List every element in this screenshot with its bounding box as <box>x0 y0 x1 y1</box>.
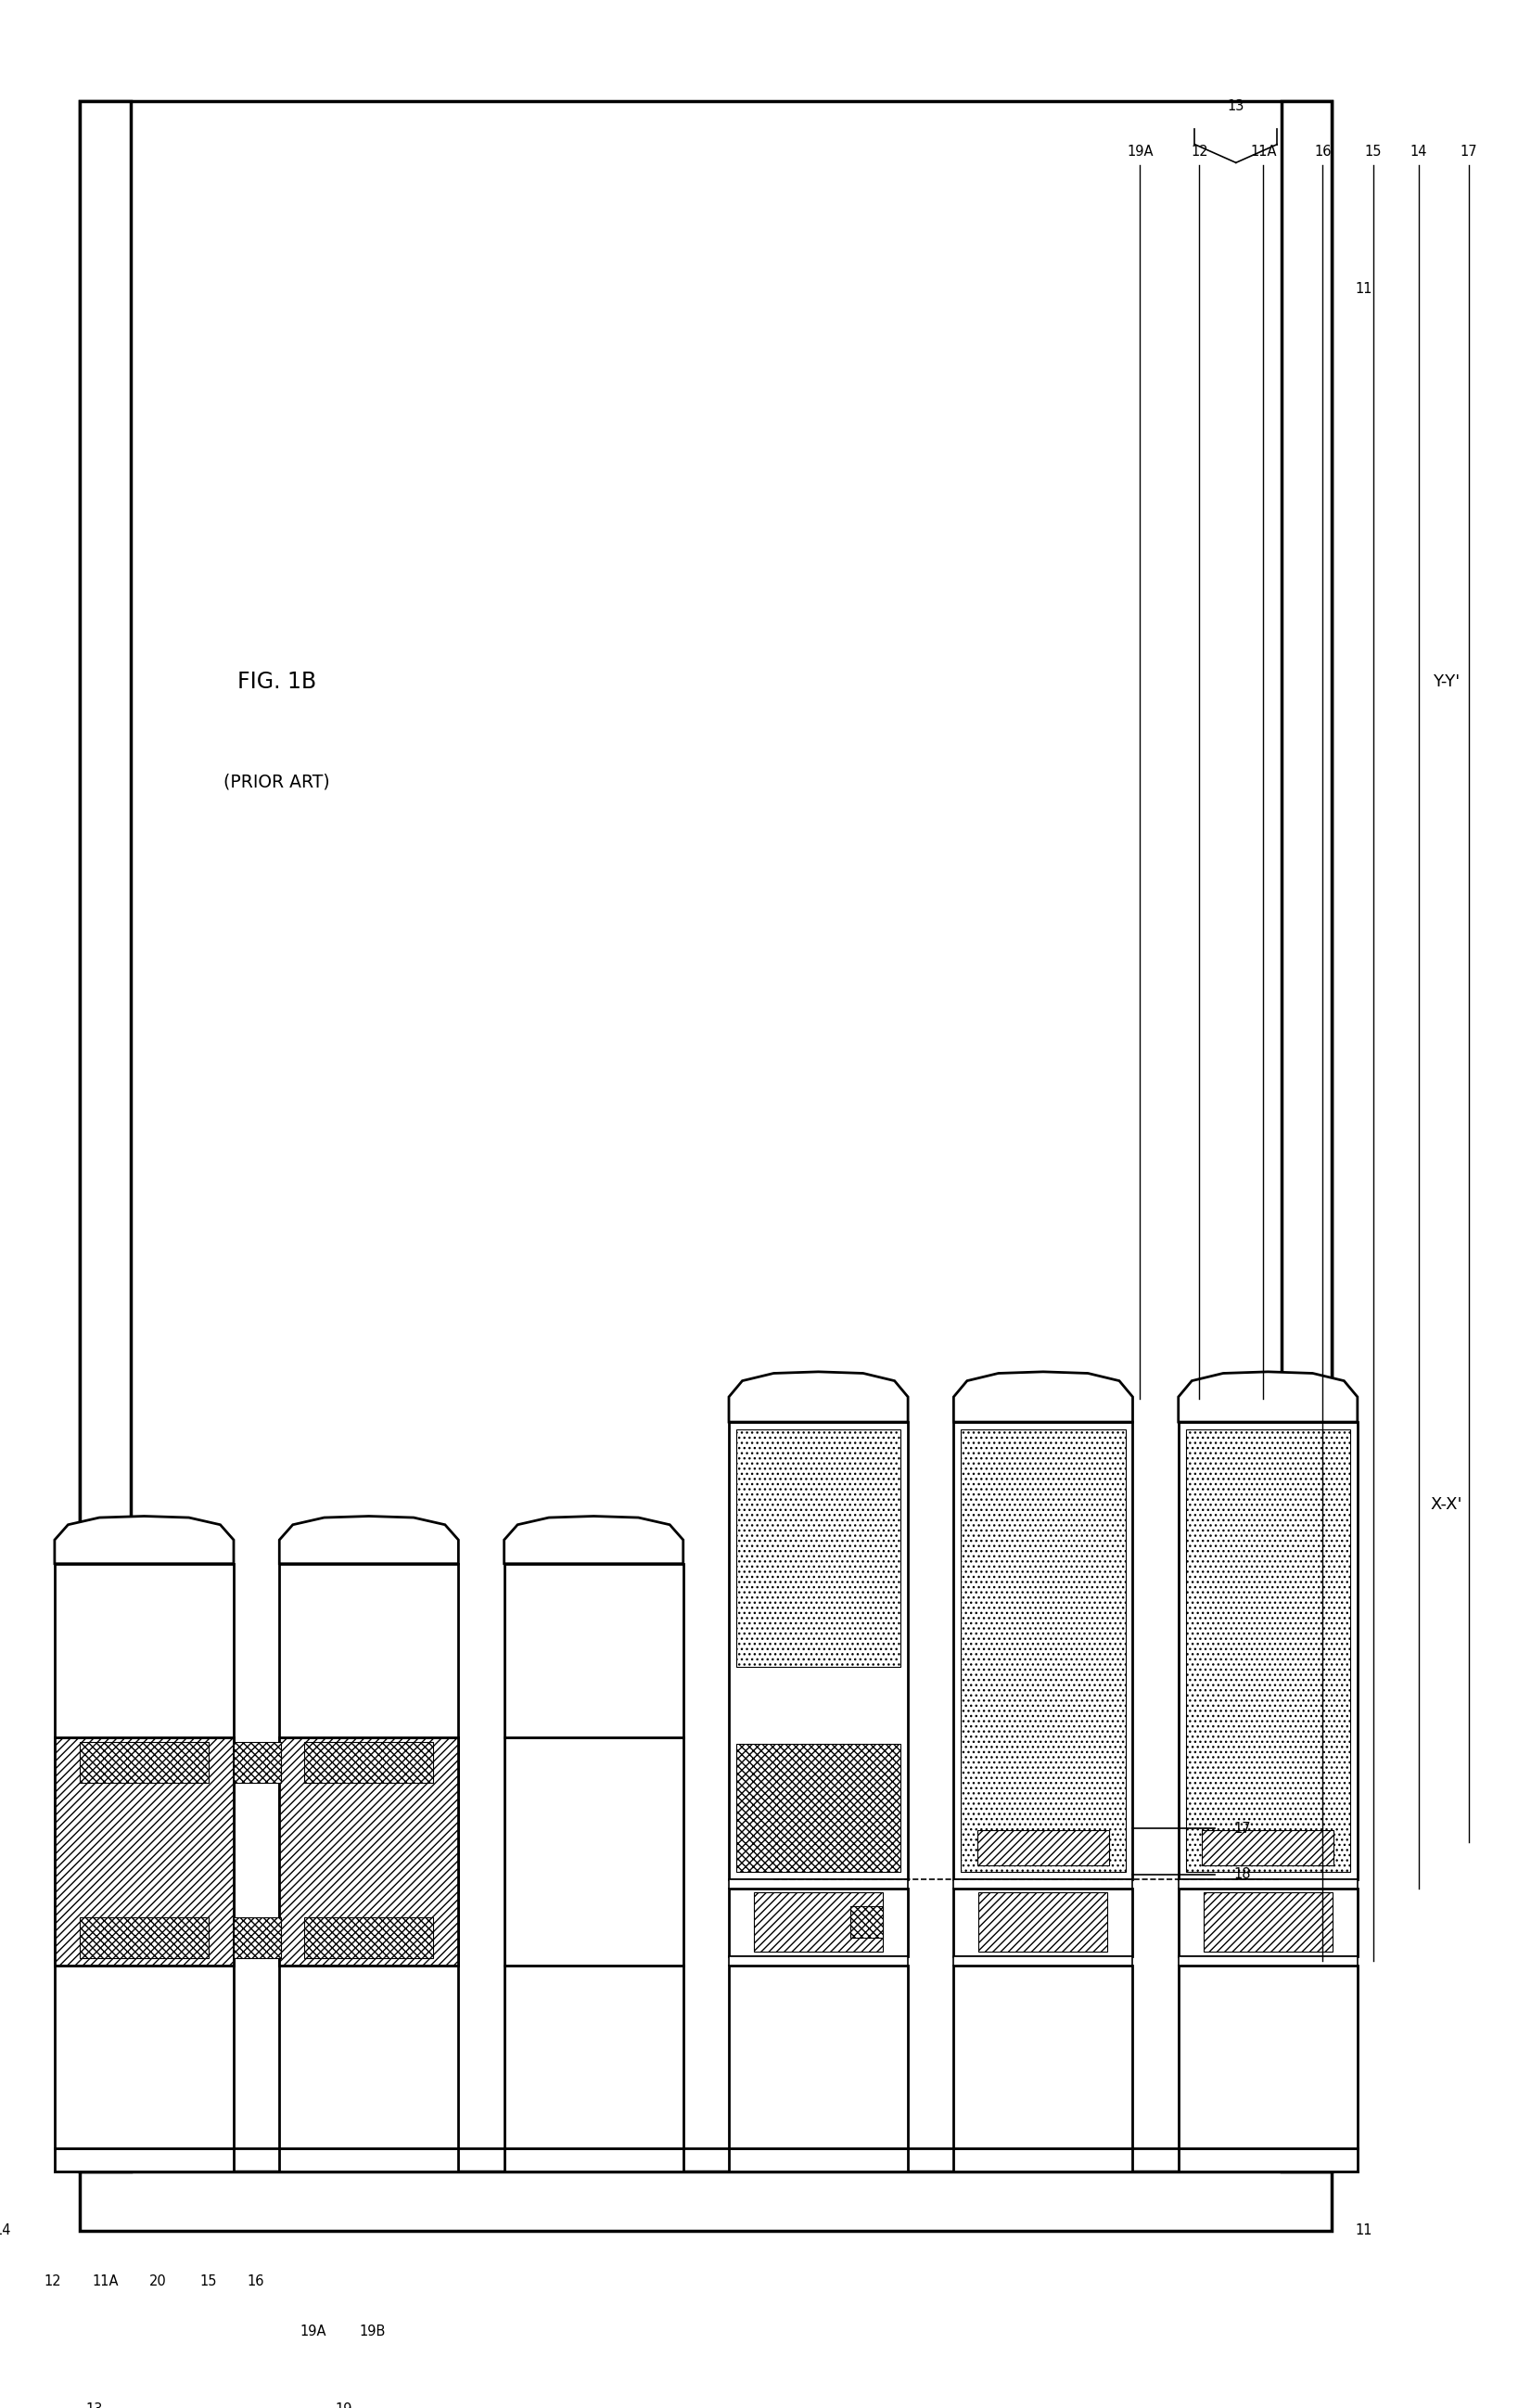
Text: Y-Y': Y-Y' <box>1433 674 1459 691</box>
Text: 19A: 19A <box>300 2324 326 2338</box>
Bar <box>954 1878 1133 1888</box>
Bar <box>80 101 130 2172</box>
Bar <box>55 1736 234 1965</box>
Bar <box>1281 101 1332 2172</box>
Text: 19B: 19B <box>360 2324 386 2338</box>
Bar <box>954 1423 1133 1878</box>
Text: 16: 16 <box>246 2273 265 2288</box>
Text: 14: 14 <box>0 2225 11 2237</box>
Bar <box>753 1893 883 1953</box>
Bar <box>279 1736 458 1965</box>
Bar <box>55 2148 234 2172</box>
Text: 16: 16 <box>1314 144 1332 159</box>
Bar <box>234 1741 282 1782</box>
Text: 12: 12 <box>44 2273 61 2288</box>
Bar <box>729 1965 908 2148</box>
Text: 15: 15 <box>199 2273 217 2288</box>
Text: 11: 11 <box>1355 282 1372 296</box>
Bar <box>279 1736 458 1965</box>
Bar <box>504 2148 683 2172</box>
Bar <box>729 1888 908 1958</box>
Bar <box>736 1743 900 1871</box>
Text: 11A: 11A <box>92 2273 119 2288</box>
Text: 13: 13 <box>86 2403 103 2408</box>
Bar <box>1179 1423 1358 1878</box>
Text: 19: 19 <box>335 2403 352 2408</box>
Text: 15: 15 <box>1364 144 1381 159</box>
Bar <box>736 1430 900 1666</box>
Bar <box>1179 1958 1358 1965</box>
Bar <box>1179 1878 1358 1888</box>
Bar <box>977 1830 1108 1866</box>
Text: X-X': X-X' <box>1430 1495 1462 1512</box>
Bar <box>729 1423 908 1878</box>
Text: 17: 17 <box>1461 144 1477 159</box>
Bar <box>1185 1430 1350 1871</box>
Text: 13: 13 <box>1228 99 1245 113</box>
Bar <box>305 1741 433 1782</box>
Bar <box>305 1917 433 1958</box>
Bar <box>954 1958 1133 1965</box>
Bar <box>1179 2148 1358 2172</box>
Bar <box>729 1958 908 1965</box>
Polygon shape <box>954 1373 1133 1423</box>
Bar <box>729 2148 908 2172</box>
Bar <box>55 1736 234 1965</box>
Bar <box>978 1893 1107 1953</box>
Text: (PRIOR ART): (PRIOR ART) <box>224 773 329 792</box>
Bar <box>954 1965 1133 2148</box>
Bar <box>961 1430 1125 1871</box>
Text: 14: 14 <box>1410 144 1427 159</box>
Bar <box>279 2148 458 2172</box>
Text: 20: 20 <box>149 2273 167 2288</box>
Polygon shape <box>279 1517 458 1563</box>
Polygon shape <box>504 1517 683 1563</box>
Bar <box>279 1563 458 1736</box>
Bar <box>80 1741 208 1782</box>
Bar <box>1203 1893 1332 1953</box>
Bar <box>851 1907 883 1938</box>
Bar <box>80 1917 208 1958</box>
Text: 11A: 11A <box>1251 144 1277 159</box>
Text: FIG. 1B: FIG. 1B <box>237 672 315 694</box>
Polygon shape <box>55 1517 234 1563</box>
Bar <box>279 1965 458 2148</box>
Bar <box>504 1563 683 1736</box>
Polygon shape <box>729 1373 908 1423</box>
Bar <box>55 1965 234 2148</box>
Text: 17: 17 <box>1234 1823 1251 1835</box>
Bar <box>1179 1888 1358 1958</box>
Text: 12: 12 <box>1191 144 1208 159</box>
Bar <box>80 101 1332 2230</box>
Bar <box>954 1888 1133 1958</box>
Bar <box>1202 1830 1334 1866</box>
Bar <box>1179 1965 1358 2148</box>
Bar <box>504 1965 683 2148</box>
Text: 19A: 19A <box>1127 144 1153 159</box>
Text: 11: 11 <box>1355 2225 1372 2237</box>
Bar <box>55 1563 234 1736</box>
Polygon shape <box>1179 1373 1358 1423</box>
Bar <box>504 1736 683 1965</box>
Bar <box>234 1917 282 1958</box>
Text: 18: 18 <box>1234 1869 1251 1881</box>
Bar <box>954 2148 1133 2172</box>
Bar <box>729 1878 908 1888</box>
